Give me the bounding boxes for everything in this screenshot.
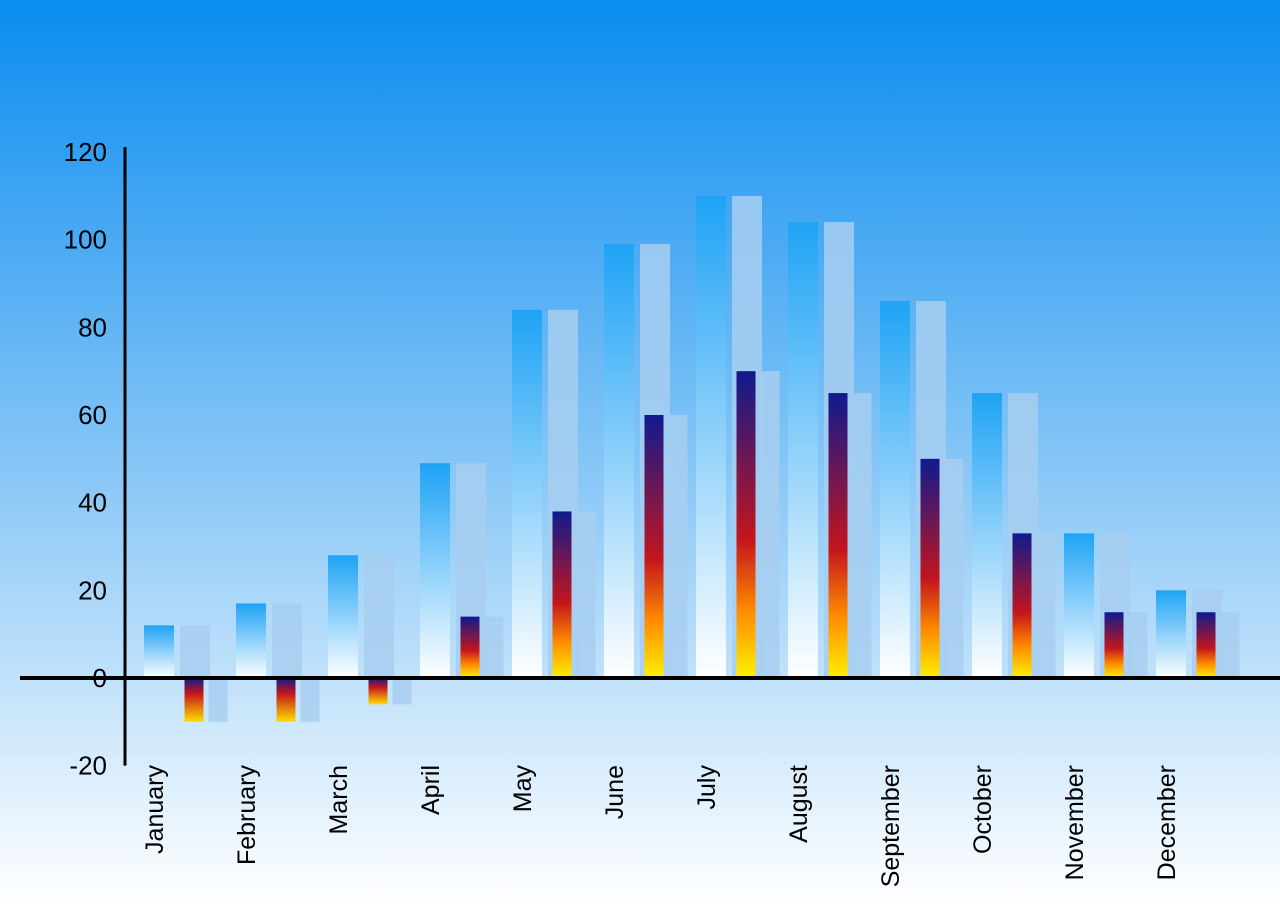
svg-text:April: April bbox=[417, 765, 445, 815]
bar-secondary-december bbox=[1197, 612, 1216, 678]
y-tick-label: 40 bbox=[78, 488, 107, 518]
bar-shadow bbox=[577, 511, 596, 678]
category-label-july: July bbox=[693, 765, 721, 810]
category-label-january: January bbox=[141, 765, 169, 854]
category-label-december: December bbox=[1153, 765, 1181, 880]
bar-primary-january bbox=[144, 625, 174, 678]
category-label-may: May bbox=[509, 765, 537, 813]
svg-text:January: January bbox=[141, 765, 169, 854]
bar-shadow bbox=[301, 678, 320, 722]
category-label-april: April bbox=[417, 765, 445, 815]
category-label-october: October bbox=[969, 765, 997, 854]
svg-text:September: September bbox=[877, 765, 905, 887]
bar-primary-may bbox=[512, 310, 542, 678]
y-tick-label: 100 bbox=[64, 225, 107, 255]
svg-text:October: October bbox=[969, 765, 997, 854]
y-tick-label: 20 bbox=[78, 575, 107, 605]
bar-shadow bbox=[485, 617, 504, 678]
bar-shadow bbox=[1037, 533, 1056, 678]
bar-primary-march bbox=[328, 555, 358, 678]
category-label-february: February bbox=[233, 765, 261, 866]
y-tick-label: 60 bbox=[78, 400, 107, 430]
bar-secondary-september bbox=[921, 459, 940, 678]
category-label-august: August bbox=[785, 765, 813, 843]
bar-shadow bbox=[209, 678, 228, 722]
category-label-september: September bbox=[877, 765, 905, 887]
svg-text:March: March bbox=[325, 765, 353, 834]
bar-primary-october bbox=[972, 393, 1002, 678]
bar-shadow bbox=[1129, 612, 1148, 678]
bar-primary-november bbox=[1064, 533, 1094, 678]
bar-shadow bbox=[945, 459, 964, 678]
svg-text:August: August bbox=[785, 765, 813, 843]
bar-primary-august bbox=[788, 222, 818, 678]
bar-secondary-june bbox=[645, 415, 664, 678]
category-label-march: March bbox=[325, 765, 353, 834]
bar-secondary-october bbox=[1013, 533, 1032, 678]
bar-secondary-may bbox=[553, 511, 572, 678]
bar-secondary-january bbox=[185, 678, 204, 722]
svg-text:May: May bbox=[509, 765, 537, 813]
svg-text:December: December bbox=[1153, 765, 1181, 880]
bar-secondary-february bbox=[277, 678, 296, 722]
bar-secondary-august bbox=[829, 393, 848, 678]
svg-text:February: February bbox=[233, 765, 261, 866]
svg-text:July: July bbox=[693, 765, 721, 810]
category-label-november: November bbox=[1061, 765, 1089, 880]
bar-shadow bbox=[180, 625, 210, 678]
y-tick-label: 80 bbox=[78, 312, 107, 342]
y-tick-label: 0 bbox=[93, 663, 107, 693]
bar-shadow bbox=[364, 555, 394, 678]
bar-primary-april bbox=[420, 463, 450, 678]
svg-text:June: June bbox=[601, 765, 629, 819]
category-label-june: June bbox=[601, 765, 629, 819]
chart-stage: -20 0 20 40 60 80 100 120 January February March Ap… bbox=[0, 0, 1280, 905]
bar-shadow bbox=[393, 678, 412, 704]
bar-shadow bbox=[272, 603, 302, 678]
bar-shadow bbox=[669, 415, 688, 678]
bar-primary-december bbox=[1156, 590, 1186, 678]
chart-svg: -20 0 20 40 60 80 100 120 January February March Ap… bbox=[0, 0, 1280, 905]
bar-primary-february bbox=[236, 603, 266, 678]
bar-secondary-july bbox=[737, 371, 756, 678]
bar-shadow bbox=[1221, 612, 1240, 678]
bar-primary-july bbox=[696, 196, 726, 678]
bar-secondary-november bbox=[1105, 612, 1124, 678]
svg-text:November: November bbox=[1061, 765, 1089, 880]
bar-primary-june bbox=[604, 244, 634, 678]
bar-secondary-march bbox=[369, 678, 388, 704]
bar-secondary-april bbox=[461, 617, 480, 678]
bar-shadow bbox=[761, 371, 780, 678]
y-tick-label: 120 bbox=[64, 137, 107, 167]
bar-shadow bbox=[853, 393, 872, 678]
y-tick-label: -20 bbox=[69, 751, 107, 781]
bar-primary-september bbox=[880, 301, 910, 678]
